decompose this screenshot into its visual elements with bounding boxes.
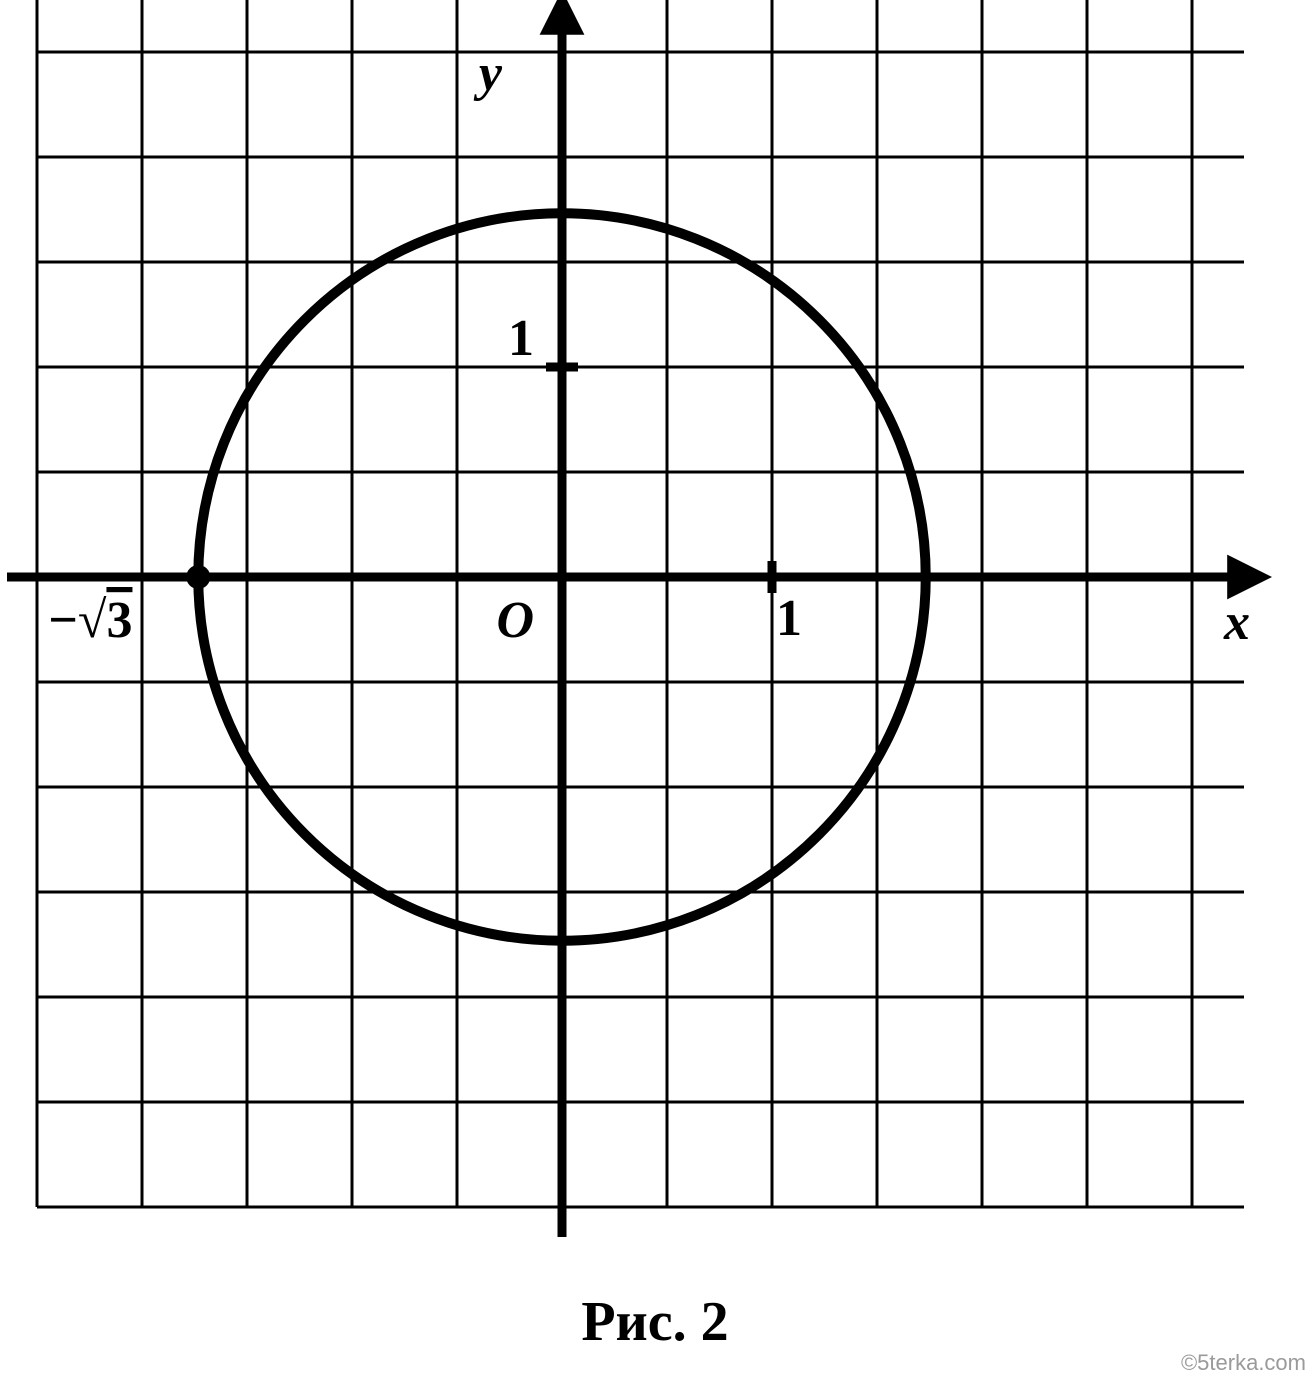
x-tick-1-label: 1 [776,590,802,647]
grid [37,0,1244,1207]
x-axis-arrowhead [1227,555,1272,600]
circle-point-negsqrt3 [186,565,210,589]
neg-sqrt3-label: −√3 [48,592,132,649]
y-axis-arrowhead [540,0,585,35]
y-tick-1-label: 1 [508,310,534,367]
svg-text:−√3: −√3 [48,592,132,649]
figure-caption: Рис. 2 [0,1290,1310,1354]
coordinate-plot: y x O 1 1 −√3 [0,0,1310,1247]
x-axis-label: x [1223,594,1250,651]
origin-label: O [496,592,534,649]
watermark: ©5terka.com [1181,1350,1306,1376]
figure-wrapper: y x O 1 1 −√3 Рис. 2 ©5terka.com [0,0,1310,1400]
y-axis-label: y [473,45,503,102]
